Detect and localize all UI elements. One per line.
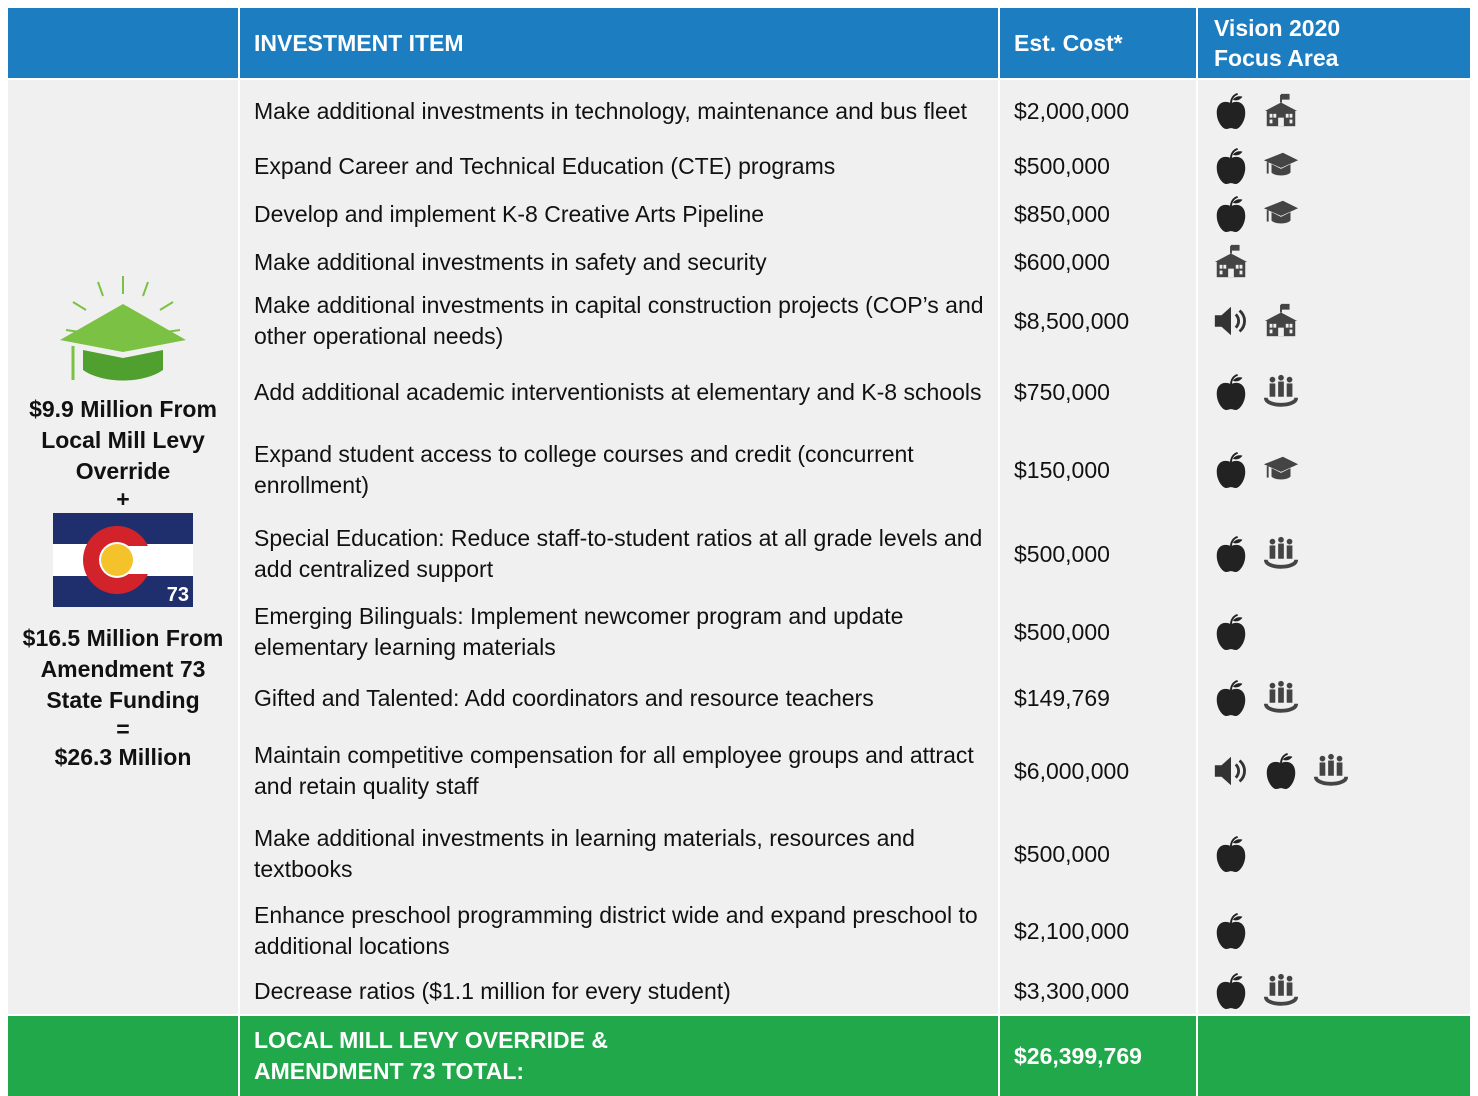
sidebar: $9.9 Million From Local Mill Levy Overri… bbox=[8, 80, 238, 1014]
flag-graphic bbox=[53, 513, 193, 607]
icon-school bbox=[1262, 302, 1300, 340]
footer-blank bbox=[1198, 1016, 1470, 1096]
header-cell: INVESTMENT ITEM bbox=[240, 8, 998, 78]
focus-area bbox=[1198, 238, 1470, 286]
local-funding: $9.9 Million From Local Mill Levy Overri… bbox=[29, 396, 217, 484]
est-cost: $2,000,000 bbox=[1000, 80, 1196, 142]
focus-area bbox=[1198, 814, 1470, 894]
icon-apple bbox=[1262, 752, 1300, 790]
plus: + bbox=[116, 486, 130, 512]
icon-cap bbox=[1262, 147, 1300, 185]
investment-item: Make additional investments in safety an… bbox=[240, 238, 998, 286]
colorado-flag: 73 bbox=[53, 513, 193, 607]
est-cost: $3,300,000 bbox=[1000, 968, 1196, 1014]
footer-label: LOCAL MILL LEVY OVERRIDE & AMENDMENT 73 … bbox=[240, 1016, 998, 1096]
est-cost: $2,100,000 bbox=[1000, 894, 1196, 968]
icon-apple bbox=[1212, 835, 1250, 873]
icon-school bbox=[1212, 243, 1250, 281]
investment-item: Gifted and Talented: Add coordinators an… bbox=[240, 668, 998, 728]
icon-apple bbox=[1212, 373, 1250, 411]
flag-number: 73 bbox=[166, 584, 189, 606]
investment-item: Make additional investments in capital c… bbox=[240, 286, 998, 356]
footer-blank bbox=[8, 1016, 238, 1096]
focus-area bbox=[1198, 968, 1470, 1014]
icon-apple bbox=[1212, 613, 1250, 651]
est-cost: $600,000 bbox=[1000, 238, 1196, 286]
focus-area bbox=[1198, 286, 1470, 356]
investment-item: Emerging Bilinguals: Implement newcomer … bbox=[240, 596, 998, 668]
est-cost: $750,000 bbox=[1000, 356, 1196, 428]
investment-item: Maintain competitive compensation for al… bbox=[240, 728, 998, 814]
investment-item: Develop and implement K-8 Creative Arts … bbox=[240, 190, 998, 238]
grad-cap-graphic bbox=[60, 276, 186, 381]
focus-area bbox=[1198, 142, 1470, 190]
est-cost: $150,000 bbox=[1000, 428, 1196, 512]
icon-cap bbox=[1262, 451, 1300, 489]
est-cost: $8,500,000 bbox=[1000, 286, 1196, 356]
header-cell: Est. Cost* bbox=[1000, 8, 1196, 78]
investment-item: Make additional investments in technolog… bbox=[240, 80, 998, 142]
est-cost: $500,000 bbox=[1000, 596, 1196, 668]
investment-item: Make additional investments in learning … bbox=[240, 814, 998, 894]
icon-apple bbox=[1212, 679, 1250, 717]
investment-item: Add additional academic interventionists… bbox=[240, 356, 998, 428]
est-cost: $149,769 bbox=[1000, 668, 1196, 728]
investment-item: Expand student access to college courses… bbox=[240, 428, 998, 512]
icon-apple bbox=[1212, 972, 1250, 1010]
focus-area bbox=[1198, 190, 1470, 238]
est-cost: $6,000,000 bbox=[1000, 728, 1196, 814]
investment-item: Enhance preschool programming district w… bbox=[240, 894, 998, 968]
icon-people bbox=[1262, 679, 1300, 717]
icon-apple bbox=[1212, 92, 1250, 130]
icon-apple bbox=[1212, 147, 1250, 185]
focus-area bbox=[1198, 668, 1470, 728]
icon-apple bbox=[1212, 912, 1250, 950]
est-cost: $500,000 bbox=[1000, 814, 1196, 894]
icon-school bbox=[1262, 92, 1300, 130]
est-cost: $500,000 bbox=[1000, 142, 1196, 190]
icon-people bbox=[1262, 535, 1300, 573]
icon-apple bbox=[1212, 535, 1250, 573]
investment-item: Special Education: Reduce staff-to-stude… bbox=[240, 512, 998, 596]
est-cost: $500,000 bbox=[1000, 512, 1196, 596]
header-blank bbox=[8, 8, 238, 78]
icon-apple bbox=[1212, 451, 1250, 489]
icon-people bbox=[1262, 972, 1300, 1010]
icon-people bbox=[1312, 752, 1350, 790]
focus-area bbox=[1198, 596, 1470, 668]
footer-total: $26,399,769 bbox=[1000, 1016, 1196, 1096]
icon-speaker bbox=[1212, 302, 1250, 340]
investment-item: Decrease ratios ($1.1 million for every … bbox=[240, 968, 998, 1014]
focus-area bbox=[1198, 728, 1470, 814]
icon-cap bbox=[1262, 195, 1300, 233]
icon-people bbox=[1262, 373, 1300, 411]
est-cost: $850,000 bbox=[1000, 190, 1196, 238]
sum: $26.3 Million bbox=[54, 744, 192, 770]
icon-apple bbox=[1212, 195, 1250, 233]
focus-area bbox=[1198, 80, 1470, 142]
equals: = bbox=[116, 716, 130, 742]
focus-area bbox=[1198, 894, 1470, 968]
focus-area bbox=[1198, 428, 1470, 512]
investment-item: Expand Career and Technical Education (C… bbox=[240, 142, 998, 190]
state-funding: $16.5 Million From Amendment 73 State Fu… bbox=[22, 625, 224, 713]
header-cell: Vision 2020 Focus Area bbox=[1198, 8, 1470, 78]
icon-speaker bbox=[1212, 752, 1250, 790]
focus-area bbox=[1198, 512, 1470, 596]
focus-area bbox=[1198, 356, 1470, 428]
